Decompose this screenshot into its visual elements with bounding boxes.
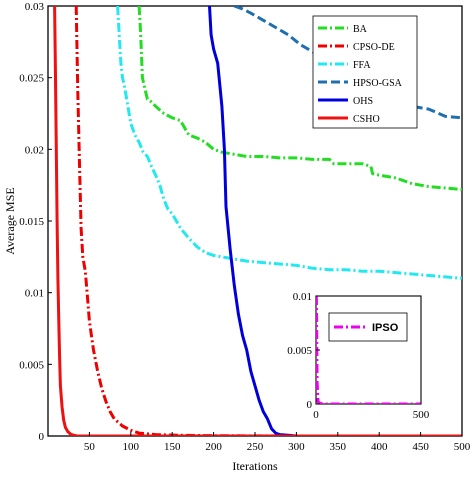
legend-item-ipso: IPSO [334, 322, 399, 334]
series-line-ipso [316, 296, 421, 404]
main-legend: BA CPSO-DE FFA HPSO-GSA OHS CSHO [312, 15, 418, 129]
inset-series-lines [316, 296, 421, 404]
main-x-ticks: 50 100 150 200 250 300 350 400 450 500 [84, 432, 471, 453]
y-tick-label: 0.025 [19, 73, 44, 85]
y-tick-label: 0 [39, 431, 45, 443]
legend-item-csho: CSHO [318, 114, 380, 125]
x-axis-label: Iterations [232, 459, 278, 473]
legend-item-cpso-de: CPSO-DE [318, 42, 395, 53]
inset-plot-frame [315, 295, 422, 405]
x-tick-label: 400 [371, 441, 388, 453]
y-tick-label: 0.015 [19, 216, 44, 228]
inset-plot: 0 500 0 0.005 0.01 IPSO [287, 291, 430, 421]
legend-label: OHS [353, 96, 373, 107]
series-line-ffa [116, 6, 462, 280]
x-tick-label: 150 [164, 441, 181, 453]
main-plot: 50 100 150 200 250 300 350 400 450 500 0 0.005 0.01… [3, 1, 471, 473]
legend-label: CSHO [353, 114, 380, 125]
y-tick-label: 0.03 [25, 1, 45, 13]
legend-item-ba: BA [318, 24, 368, 35]
inset-x-ticks: 0 500 [313, 400, 430, 421]
y-tick-label: 0.01 [25, 288, 44, 300]
x-tick-label: 500 [454, 441, 471, 453]
legend-label: IPSO [372, 322, 399, 334]
legend-label: FFA [353, 60, 371, 71]
inset-legend: IPSO [328, 312, 408, 342]
legend-item-hpso-gsa: HPSO-GSA [318, 78, 403, 89]
y-axis-label: Average MSE [3, 187, 17, 254]
x-tick-label: 450 [412, 441, 429, 453]
y-tick-label: 0 [307, 399, 313, 411]
legend-label: BA [353, 24, 368, 35]
x-tick-label: 100 [123, 441, 140, 453]
main-y-ticks: 0 0.005 0.01 0.015 0.02 0.025 0.03 [19, 1, 52, 443]
y-tick-label: 0.005 [287, 345, 312, 357]
x-tick-label: 0 [313, 409, 319, 421]
legend-label: HPSO-GSA [353, 78, 403, 89]
legend-item-ffa: FFA [318, 60, 371, 71]
legend-item-ohs: OHS [318, 96, 373, 107]
x-tick-label: 500 [413, 409, 430, 421]
legend-label: CPSO-DE [353, 42, 395, 53]
x-tick-label: 350 [330, 441, 347, 453]
y-tick-label: 0.005 [19, 359, 44, 371]
series-line-csho [53, 6, 462, 436]
x-tick-label: 250 [247, 441, 264, 453]
x-tick-label: 200 [205, 441, 222, 453]
main-legend-box [312, 15, 418, 129]
y-tick-label: 0.01 [293, 291, 312, 303]
inset-y-ticks: 0 0.005 0.01 [287, 291, 320, 411]
x-tick-label: 50 [84, 441, 96, 453]
x-tick-label: 300 [288, 441, 305, 453]
y-tick-label: 0.02 [25, 144, 44, 156]
